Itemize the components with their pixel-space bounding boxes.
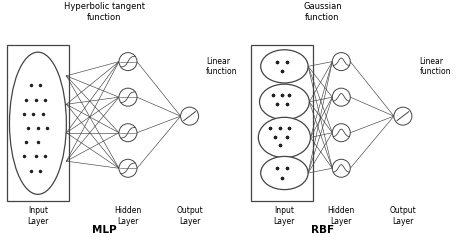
Circle shape bbox=[332, 88, 350, 106]
Text: Linear
function: Linear function bbox=[206, 57, 237, 76]
Text: MLP: MLP bbox=[92, 225, 117, 235]
Circle shape bbox=[119, 159, 137, 177]
Circle shape bbox=[332, 159, 350, 177]
Text: RBF: RBF bbox=[311, 225, 334, 235]
Text: Hidden
Layer: Hidden Layer bbox=[328, 206, 355, 226]
Text: Output
Layer: Output Layer bbox=[176, 206, 203, 226]
Ellipse shape bbox=[261, 156, 308, 190]
Circle shape bbox=[332, 124, 350, 142]
Text: Input
Layer: Input Layer bbox=[273, 206, 295, 226]
Text: Linear
function: Linear function bbox=[419, 57, 451, 76]
Ellipse shape bbox=[9, 52, 66, 194]
Text: Input
Layer: Input Layer bbox=[27, 206, 49, 226]
Circle shape bbox=[119, 88, 137, 106]
Text: Output
Layer: Output Layer bbox=[390, 206, 416, 226]
Text: Hidden
Layer: Hidden Layer bbox=[114, 206, 142, 226]
Ellipse shape bbox=[261, 50, 308, 83]
Circle shape bbox=[119, 124, 137, 142]
Text: Hyperbolic tangent
function: Hyperbolic tangent function bbox=[64, 2, 145, 22]
Circle shape bbox=[181, 107, 199, 125]
Text: Gaussian
function: Gaussian function bbox=[303, 2, 342, 22]
Circle shape bbox=[394, 107, 412, 125]
Ellipse shape bbox=[258, 117, 310, 158]
Bar bbox=[251, 45, 313, 201]
Circle shape bbox=[119, 53, 137, 71]
Ellipse shape bbox=[260, 84, 309, 120]
Bar bbox=[7, 45, 69, 201]
Circle shape bbox=[332, 53, 350, 71]
